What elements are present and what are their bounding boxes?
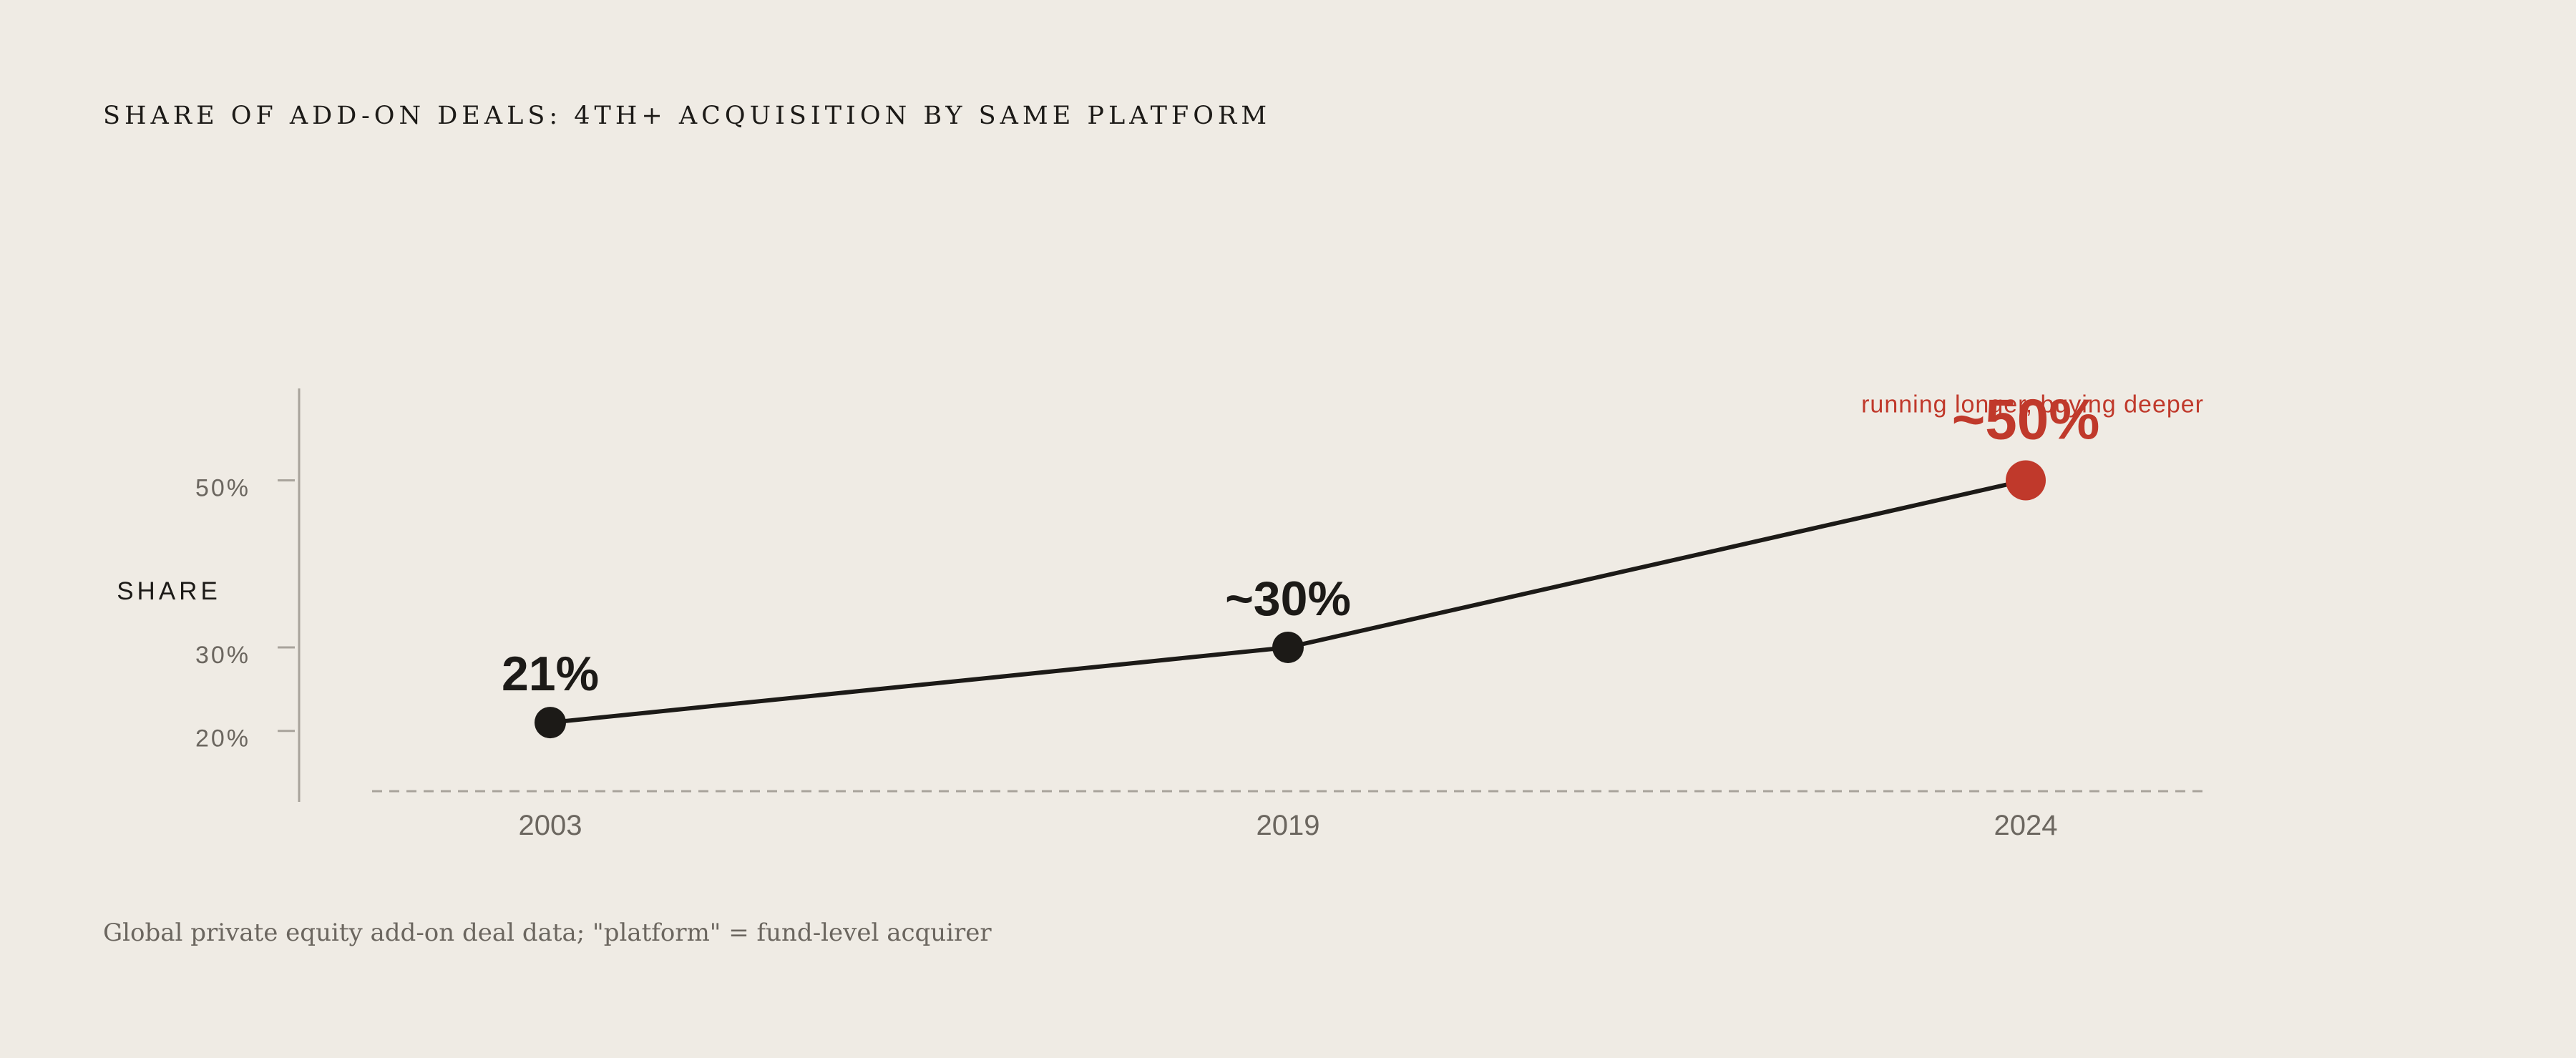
chart-title: SHARE OF ADD-ON DEALS: 4TH+ ACQUISITION … [103, 102, 1272, 130]
y-tick-label: 20% [195, 725, 250, 753]
data-label: ~50% [1952, 387, 2100, 451]
y-axis-label: SHARE [117, 577, 221, 605]
data-label: ~30% [1225, 572, 1351, 626]
y-tick-label: 30% [195, 642, 250, 669]
data-label: 21% [502, 647, 599, 701]
data-point [2006, 460, 2046, 501]
data-point [1272, 631, 1304, 663]
x-tick-label: 2024 [1994, 810, 2058, 841]
source-note: Global private equity add-on deal data; … [103, 919, 992, 947]
y-tick-label: 50% [195, 474, 250, 501]
x-tick-label: 2003 [519, 810, 582, 841]
x-tick-label: 2019 [1257, 810, 1320, 841]
annotation: running longer, buying deeper [1861, 391, 2204, 418]
data-point [535, 707, 566, 739]
